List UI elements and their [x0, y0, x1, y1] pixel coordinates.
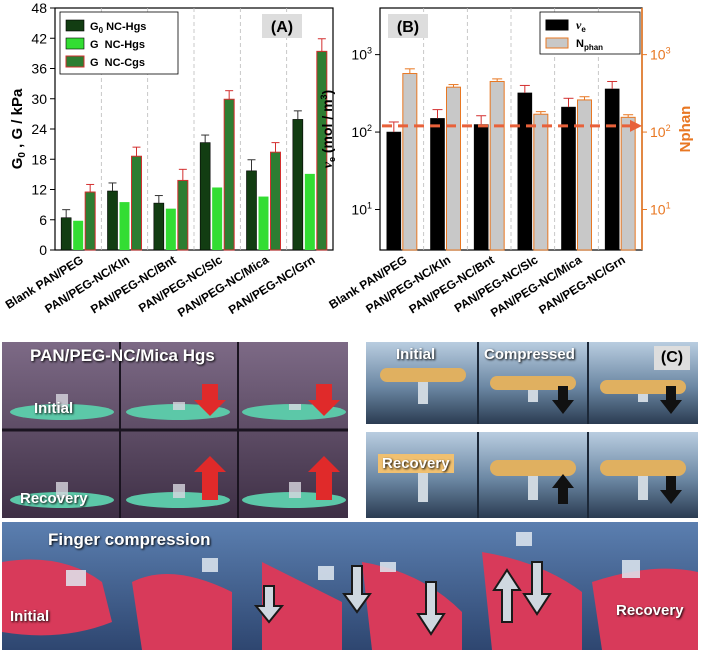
- chart-b-right-tick-label: 101: [650, 201, 671, 218]
- arrow-up-icon: [308, 456, 340, 500]
- photo-mica-panel: PAN/PEG-NC/Mica Hgs Initial Recovery: [2, 342, 348, 518]
- chart-b-bar: [577, 99, 592, 251]
- chart-b-ytick-label: 102: [351, 123, 372, 140]
- legend-swatch-ve: [545, 19, 569, 31]
- chart-b-right-tick-label: 102: [650, 123, 671, 140]
- photo-c-bottom-drawing: [366, 432, 698, 518]
- panel-c-label: (C): [654, 346, 690, 370]
- chart-a-bar: [177, 179, 189, 251]
- photo-finger-panel: Finger compression Initial Recovery: [2, 522, 698, 650]
- chart-b-ylabel-right: Nphan: [677, 106, 694, 153]
- chart-a-bar: [212, 187, 223, 250]
- arrow-down-icon: [522, 561, 552, 616]
- chart-a-bar: [258, 196, 269, 250]
- legend-label-nphan: Nphan: [576, 38, 603, 52]
- legend-label-g-cgs: G NC-Cgs: [90, 57, 145, 69]
- chart-a-ytick-label: 12: [31, 182, 47, 198]
- chart-a-legend: G0 NC-Hgs G NC-Hgs G NC-Cgs: [59, 11, 179, 75]
- photo-c-top: Initial Compressed (C): [366, 342, 698, 424]
- chart-a-bar: [199, 142, 211, 251]
- chart-b-ytick-label: 101: [351, 201, 372, 218]
- chart-a-ytick-label: 0: [39, 242, 47, 258]
- legend-label-g0-hgs: G0 NC-Hgs: [90, 21, 146, 35]
- arrow-up-icon: [492, 568, 522, 623]
- photo-mica-drawing: [2, 342, 348, 518]
- arrow-down-icon: [416, 581, 446, 636]
- chart-b-right-tick-label: 103: [650, 46, 671, 63]
- chart-a-bar: [165, 208, 176, 250]
- chart-b-bar: [446, 86, 461, 251]
- chart-a-ytick-label: 24: [31, 121, 47, 137]
- chart-b-bar: [386, 131, 402, 251]
- chart-a-bar: [223, 98, 235, 251]
- mica-panel-initial-label: Initial: [34, 400, 74, 417]
- arrow-down-icon: [253, 585, 285, 624]
- chart-a-bar: [292, 119, 304, 251]
- chart-a-ytick-label: 48: [31, 0, 47, 16]
- chart-b-bar: [533, 113, 549, 251]
- chart-b-bar: [604, 88, 620, 251]
- chart-a-ytick-label: 30: [31, 91, 47, 107]
- mica-panel-recovery-label: Recovery: [20, 490, 88, 507]
- arrow-down-icon: [660, 386, 682, 414]
- legend-label-g-hgs: G NC-Hgs: [90, 39, 145, 51]
- chart-b-bar: [402, 73, 418, 251]
- chart-b-bar: [561, 106, 576, 251]
- chart-a-xtick-label: PAN/PEG-NC/Grn: [226, 253, 317, 317]
- chart-b-label-bg: [388, 14, 428, 38]
- chart-a-ylabel: G0 , G / kPa: [9, 88, 28, 169]
- legend-swatch-g-hgs: [65, 37, 85, 50]
- finger-panel-initial-label: Initial: [10, 608, 50, 625]
- legend-swatch-nphan: [545, 37, 569, 49]
- photo-finger-drawing: [2, 522, 698, 650]
- chart-a-bar: [73, 220, 84, 250]
- legend-swatch-g0-hgs: [65, 19, 85, 32]
- chart-b-reference-arrow: [630, 119, 642, 132]
- legend-swatch-g-cgs: [65, 55, 85, 68]
- panel-c-initial-label: Initial: [396, 346, 436, 363]
- chart-a-ytick-label: 6: [39, 212, 47, 228]
- chart-a-bar: [270, 151, 281, 251]
- arrow-up-icon: [194, 456, 226, 500]
- chart-b-panel-label: (B): [397, 19, 419, 36]
- chart-a-bar: [246, 170, 257, 251]
- chart-a-bar: [84, 191, 96, 251]
- chart-b-legend: νe Nphan: [539, 11, 641, 55]
- arrow-down-icon: [342, 565, 372, 614]
- chart-a-bar: [304, 173, 315, 250]
- chart-a-bar: [153, 202, 165, 251]
- chart-b-ytick-label: 103: [351, 46, 372, 63]
- chart-a-bar: [60, 217, 72, 251]
- mica-panel-title: PAN/PEG-NC/Mica Hgs: [30, 346, 215, 365]
- panel-c-compressed-label: Compressed: [484, 346, 575, 363]
- chart-b-bar: [430, 118, 445, 251]
- chart-b-bar: [620, 116, 636, 251]
- chart-a-ytick-label: 36: [31, 61, 47, 77]
- chart-a-label-bg: [262, 14, 302, 38]
- chart-b-bar: [473, 124, 489, 251]
- chart-b-bar: [489, 80, 505, 251]
- photo-c-top-drawing: [366, 342, 698, 424]
- chart-a-bar: [107, 190, 118, 251]
- arrow-down-icon: [194, 384, 226, 416]
- chart-a-bar: [131, 155, 142, 251]
- legend-label-ve: νe: [576, 18, 586, 34]
- chart-b-ylabel-left: νe (mol / m3): [319, 90, 337, 168]
- arrow-down-icon: [308, 384, 340, 416]
- finger-panel-title: Finger compression: [48, 530, 211, 549]
- chart-a-panel-label: (A): [271, 19, 293, 36]
- panel-c-recovery-label: Recovery: [378, 454, 454, 473]
- arrow-down-icon: [552, 386, 574, 414]
- chart-b-bar: [517, 92, 533, 251]
- arrow-up-icon: [552, 474, 574, 504]
- chart-a-ytick-label: 42: [31, 30, 47, 46]
- photo-c-bottom: Recovery: [366, 432, 698, 518]
- chart-a-bar: [119, 202, 130, 250]
- arrow-down-icon: [660, 476, 682, 504]
- chart-a-ytick-label: 18: [31, 151, 47, 167]
- finger-panel-recovery-label: Recovery: [616, 602, 684, 619]
